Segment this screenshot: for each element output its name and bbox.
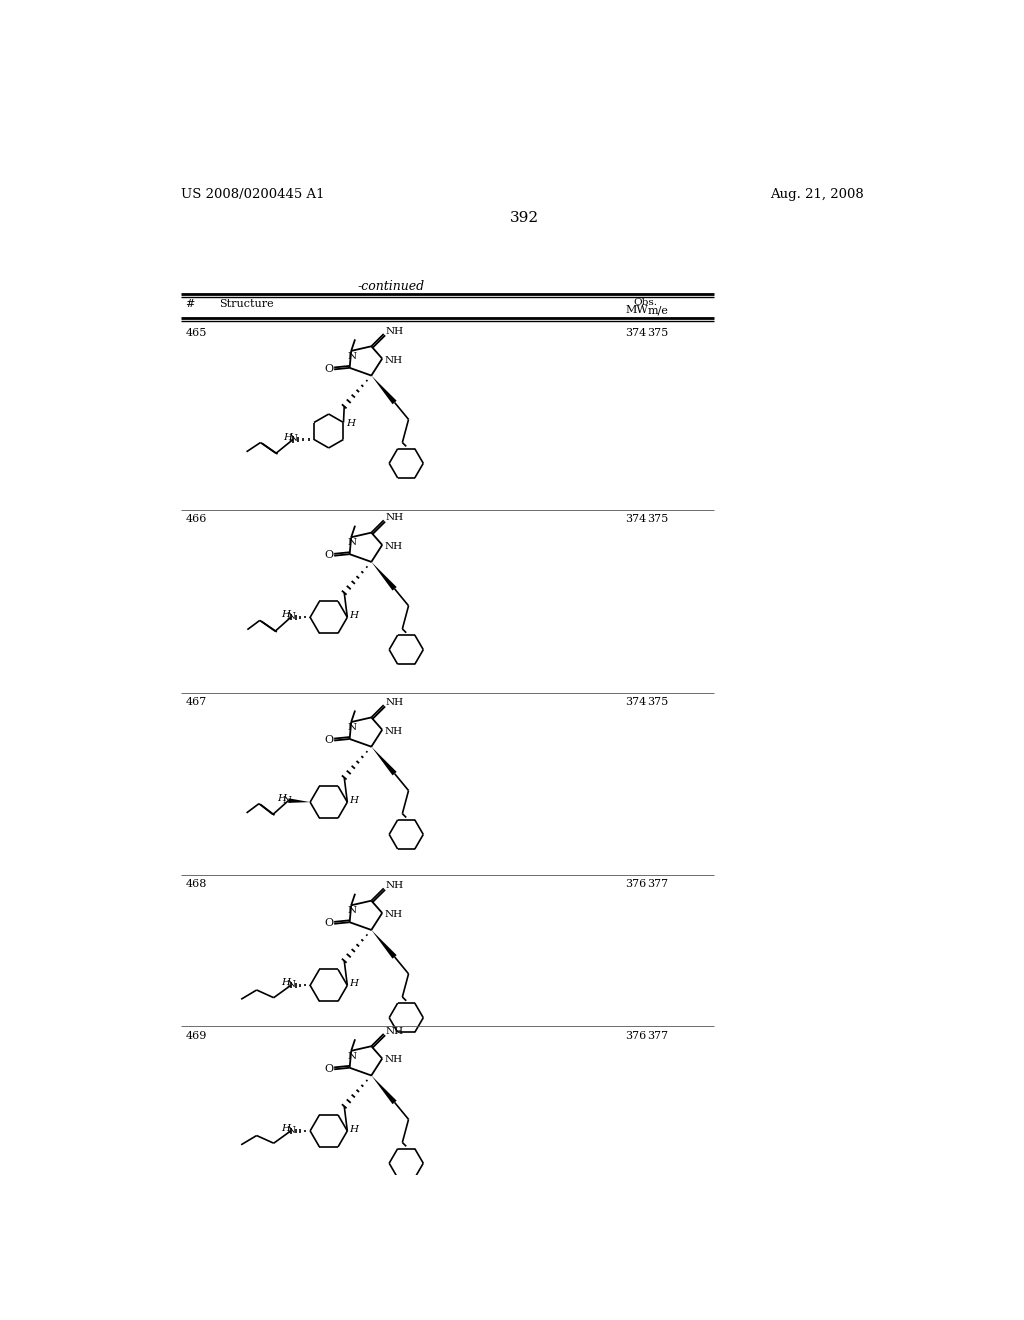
Text: 375: 375	[647, 515, 669, 524]
Text: N: N	[289, 434, 298, 444]
Text: O: O	[324, 919, 333, 928]
Text: 468: 468	[185, 879, 207, 890]
Text: N: N	[347, 351, 356, 360]
Text: 466: 466	[185, 515, 207, 524]
Text: NH: NH	[385, 513, 403, 523]
Text: 465: 465	[185, 327, 207, 338]
Text: 375: 375	[647, 327, 669, 338]
Text: O: O	[324, 1064, 333, 1074]
Text: 377: 377	[647, 879, 669, 890]
Polygon shape	[372, 376, 396, 404]
Text: 392: 392	[510, 211, 540, 224]
Text: 374: 374	[626, 327, 647, 338]
Text: N: N	[347, 539, 356, 546]
Text: NH: NH	[385, 882, 403, 891]
Text: H: H	[283, 433, 292, 441]
Text: N: N	[286, 1126, 295, 1134]
Text: N: N	[283, 796, 292, 805]
Text: m/e: m/e	[647, 305, 668, 315]
Text: H: H	[349, 979, 357, 989]
Text: Aug. 21, 2008: Aug. 21, 2008	[770, 187, 864, 201]
Text: NH: NH	[385, 1056, 402, 1064]
Text: 467: 467	[185, 697, 207, 706]
Text: 374: 374	[626, 515, 647, 524]
Text: N: N	[286, 612, 295, 620]
Text: N: N	[347, 906, 356, 915]
Polygon shape	[372, 1076, 396, 1104]
Text: 376: 376	[626, 879, 647, 890]
Text: NH: NH	[385, 327, 403, 337]
Text: 374: 374	[626, 697, 647, 706]
Text: H: H	[349, 611, 357, 620]
Text: 377: 377	[647, 1031, 669, 1040]
Polygon shape	[372, 562, 396, 590]
Text: H: H	[281, 610, 290, 619]
Text: O: O	[324, 364, 333, 374]
Text: NH: NH	[385, 698, 403, 708]
Text: NH: NH	[385, 726, 402, 735]
Text: H: H	[349, 796, 357, 805]
Text: NH: NH	[385, 1027, 403, 1036]
Text: 469: 469	[185, 1031, 207, 1040]
Text: Obs.: Obs.	[633, 298, 657, 306]
Polygon shape	[372, 929, 396, 958]
Text: 376: 376	[626, 1031, 647, 1040]
Text: 375: 375	[647, 697, 669, 706]
Text: MW: MW	[626, 305, 648, 315]
Text: NH: NH	[385, 355, 402, 364]
Text: #: #	[185, 300, 195, 309]
Text: O: O	[324, 550, 333, 560]
Text: N: N	[286, 979, 295, 989]
Text: -continued: -continued	[358, 280, 425, 293]
Polygon shape	[289, 799, 310, 803]
Text: Structure: Structure	[219, 300, 274, 309]
Text: N: N	[347, 723, 356, 731]
Text: N: N	[347, 1052, 356, 1060]
Text: NH: NH	[385, 543, 402, 550]
Text: H: H	[349, 1125, 357, 1134]
Text: H: H	[281, 1125, 290, 1133]
Text: H: H	[346, 418, 354, 428]
Polygon shape	[372, 747, 396, 775]
Text: H: H	[278, 795, 287, 804]
Text: H: H	[281, 978, 290, 987]
Text: US 2008/0200445 A1: US 2008/0200445 A1	[180, 187, 325, 201]
Text: O: O	[324, 735, 333, 744]
Text: NH: NH	[385, 909, 402, 919]
